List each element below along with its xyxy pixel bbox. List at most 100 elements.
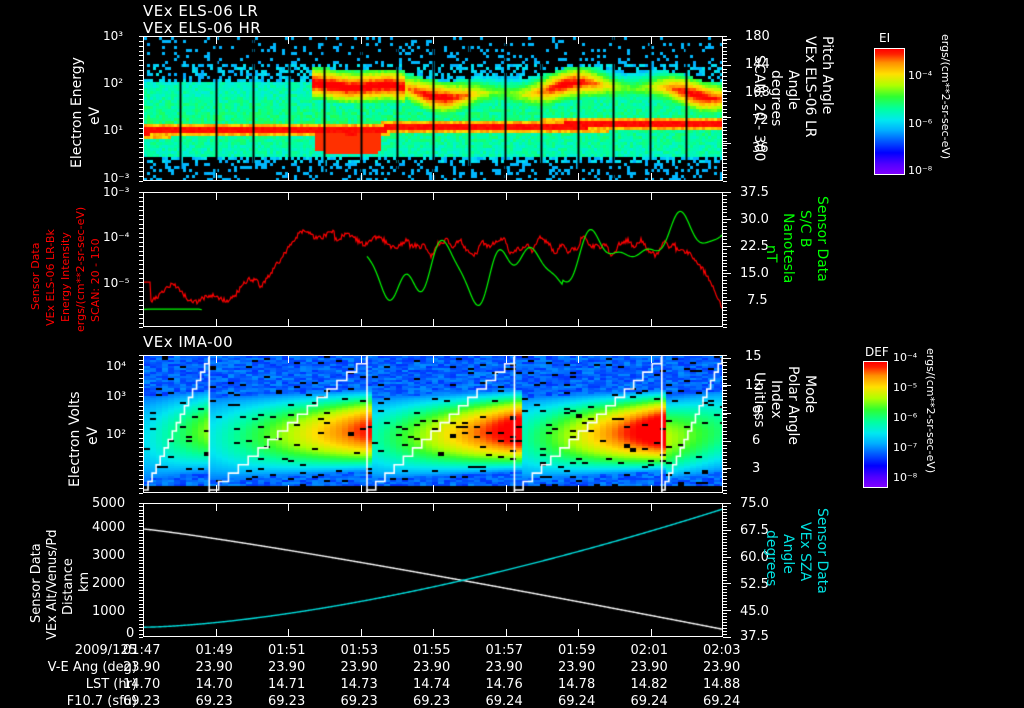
panel4-right-label-4: degrees (763, 530, 779, 587)
axis-tick (139, 84, 143, 85)
axis-tick (139, 526, 143, 527)
axis-tick (723, 631, 727, 632)
axis-tick (723, 610, 731, 611)
axis-tick (139, 138, 143, 139)
axis-tick (723, 483, 727, 484)
axis-tick (723, 355, 727, 356)
axis-tick (139, 563, 143, 564)
axis-tick (723, 358, 727, 359)
axis-tick (578, 37, 579, 44)
axis-table-cell: 23.90 (123, 660, 161, 675)
axis-table-cell: 14.73 (340, 677, 378, 692)
axis-tick (139, 387, 143, 388)
panel3-right-label-unitless: Unitless (751, 372, 767, 428)
axis-table-cell: 14.88 (703, 677, 741, 692)
axis-tick (139, 533, 143, 534)
axis-tick (723, 569, 727, 570)
axis-tick (723, 376, 727, 377)
panel2-rtick-2: 22.5 (740, 239, 769, 254)
axis-tick (723, 369, 727, 370)
axis-tick (723, 521, 727, 522)
axis-tick (139, 530, 143, 531)
axis-tick (723, 83, 727, 84)
axis-tick (433, 319, 434, 326)
axis-tick (723, 273, 727, 274)
axis-tick (723, 69, 727, 70)
axis-tick (139, 587, 143, 588)
axis-tick (139, 523, 143, 524)
axis-tick (723, 177, 727, 178)
axis-tick (139, 228, 143, 229)
axis-tick (723, 249, 727, 250)
axis-tick (139, 255, 143, 256)
axis-tick (139, 607, 143, 608)
axis-table-row-label: V-E Ang (deg) (47, 660, 137, 675)
axis-tick (143, 319, 144, 326)
axis-tick (723, 551, 727, 552)
axis-table-cell: 01:57 (485, 643, 523, 658)
colorbar2 (863, 361, 888, 488)
panel2-plot-area[interactable] (143, 192, 723, 327)
axis-tick (139, 627, 143, 628)
axis-tick (723, 592, 727, 593)
axis-tick (723, 536, 727, 537)
axis-tick (216, 193, 217, 200)
axis-tick (723, 239, 727, 240)
panel1-right-label-scan: SCAN: 20 - 300 (751, 55, 767, 162)
axis-tick (433, 193, 434, 200)
panel3-right-label-mode: Mode (802, 375, 818, 414)
axis-tick (723, 414, 727, 415)
axis-tick (723, 396, 727, 397)
panel4-right-label-3: Angle (780, 534, 796, 574)
axis-tick (139, 260, 143, 261)
colorbar1-units: ergs/(cm**2-sr-sec-eV) (939, 34, 952, 160)
axis-tick (723, 365, 727, 366)
axis-tick (139, 181, 143, 182)
axis-tick (723, 574, 727, 575)
axis-tick (139, 327, 143, 328)
axis-tick (723, 548, 727, 549)
axis-tick (143, 173, 144, 180)
axis-tick (723, 293, 727, 294)
axis-tick (723, 119, 727, 120)
panel4-rtick-3: 52.5 (740, 577, 769, 592)
axis-tick (723, 112, 727, 113)
panel3-plot-area[interactable] (143, 355, 723, 493)
panel2-right-label-4: nT (763, 245, 779, 263)
panel4-plot-area[interactable] (143, 503, 723, 637)
axis-tick (139, 406, 143, 407)
axis-tick (723, 98, 727, 99)
axis-tick (139, 123, 143, 124)
axis-tick (216, 629, 217, 636)
axis-tick (139, 176, 143, 177)
axis-tick (139, 264, 143, 265)
panel1-ytick-2: 10¹ (103, 123, 124, 137)
axis-tick (723, 76, 727, 77)
axis-tick (139, 55, 143, 56)
axis-tick (723, 219, 731, 220)
axis-tick (139, 41, 143, 42)
panel4-left-label-2: VEx Alt/Venus/Pd (45, 529, 60, 640)
axis-tick (723, 509, 727, 510)
axis-tick (723, 586, 727, 587)
axis-tick (723, 36, 727, 37)
axis-tick (139, 369, 143, 370)
axis-tick (433, 485, 434, 492)
axis-tick (139, 580, 143, 581)
panel1-plot-area[interactable] (143, 36, 723, 181)
axis-tick (651, 193, 652, 200)
axis-tick (723, 518, 727, 519)
axis-tick (361, 319, 362, 326)
axis-table-cell: 14.74 (413, 677, 451, 692)
axis-tick (723, 441, 727, 442)
panel4-rtick-4: 45.0 (740, 604, 769, 619)
axis-tick (651, 629, 652, 636)
axis-tick (139, 452, 143, 453)
axis-tick (722, 193, 723, 200)
axis-tick (139, 60, 143, 61)
panel1-spectrogram (144, 37, 722, 180)
panel1-ytick-3: 10⁻³ (103, 171, 130, 185)
axis-tick (723, 290, 727, 291)
panel4-rtick-2: 60.0 (740, 550, 769, 565)
axis-tick (723, 455, 727, 456)
